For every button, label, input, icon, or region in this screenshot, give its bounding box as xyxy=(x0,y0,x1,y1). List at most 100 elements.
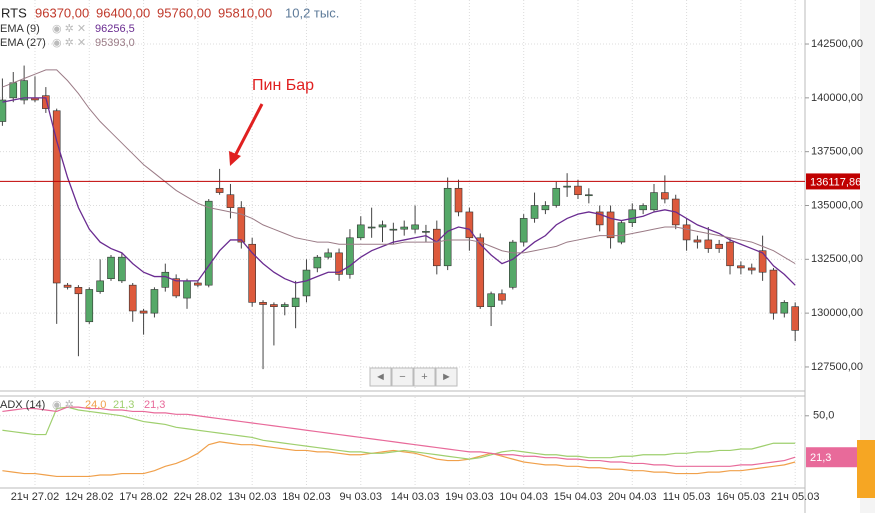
nav-button-label[interactable]: − xyxy=(399,371,405,383)
y-tick-label: 135000,00 xyxy=(811,199,863,211)
legend-value: 95393,0 xyxy=(95,37,135,49)
candle-body xyxy=(259,302,267,305)
candle-body xyxy=(378,224,387,228)
value-box-cut xyxy=(857,440,875,498)
candle-body xyxy=(661,192,669,200)
header-value: 96400,00 xyxy=(96,5,150,20)
candle-body xyxy=(541,205,550,211)
y-tick-label: 130000,00 xyxy=(811,307,863,319)
candle-body xyxy=(758,250,767,273)
legend-icons[interactable]: ◉ ✲ ✕ xyxy=(52,37,86,49)
candle-body xyxy=(530,205,539,219)
candle-body xyxy=(237,207,246,243)
ema-line xyxy=(2,69,796,265)
nav-button-label[interactable]: + xyxy=(421,371,427,383)
arrow-head xyxy=(229,151,241,166)
candle-body xyxy=(574,185,582,196)
header-value: 95810,00 xyxy=(218,5,272,20)
ema-line xyxy=(2,97,796,286)
candle-body xyxy=(726,241,734,267)
legend-icons[interactable]: ◉ ✲ ✕ xyxy=(52,23,86,35)
candle-body xyxy=(509,241,517,288)
candle-body xyxy=(42,95,50,109)
arrow xyxy=(229,103,264,166)
nav-button[interactable] xyxy=(413,367,436,387)
plot xyxy=(0,0,805,488)
x-tick-label: 21ч 27.02 xyxy=(11,491,60,503)
value-box-label: 21,3 xyxy=(810,452,831,464)
y-tick-label: 50,0 xyxy=(813,410,834,422)
nav-button[interactable] xyxy=(369,367,392,387)
x-tick-label: 18ч 02.03 xyxy=(282,491,331,503)
candle-body xyxy=(183,280,191,299)
x-tick-label: 15ч 04.03 xyxy=(554,491,603,503)
candle-body xyxy=(291,297,300,307)
candle-body xyxy=(118,256,126,282)
candle-body xyxy=(693,239,702,243)
legend-value: 21,3 xyxy=(144,399,165,411)
candle-body xyxy=(74,287,83,295)
candle-body xyxy=(747,267,756,271)
candle-body xyxy=(204,200,213,286)
candle-body xyxy=(313,256,322,269)
candle-body xyxy=(769,269,778,314)
candle-body xyxy=(400,226,409,230)
indicator-title: ADX (14) xyxy=(0,399,45,411)
x-tick-label: 22ч 28.02 xyxy=(174,491,223,503)
y-tick-label: 140000,00 xyxy=(811,92,863,104)
candle-body xyxy=(270,304,278,307)
candle-body xyxy=(346,237,354,275)
candle-body xyxy=(606,211,615,239)
x-tick-label: 9ч 03.03 xyxy=(340,491,382,503)
x-tick-label: 16ч 05.03 xyxy=(717,491,766,503)
side-panel xyxy=(860,0,875,513)
candle-body xyxy=(454,187,463,213)
candle-body xyxy=(52,110,61,284)
legend-icons[interactable]: ◉ ✲ xyxy=(52,399,74,411)
x-tick-label: 12ч 28.02 xyxy=(65,491,114,503)
candle-body xyxy=(432,228,441,267)
candle-body xyxy=(139,310,148,314)
candle-body xyxy=(128,284,137,312)
candle-body xyxy=(172,278,180,297)
candle-body xyxy=(161,271,170,288)
nav-button[interactable] xyxy=(435,367,458,387)
x-tick-label: 17ч 28.02 xyxy=(119,491,168,503)
legend-name: EMA (27) xyxy=(0,37,46,49)
legend-value: 24,0 xyxy=(85,399,106,411)
candle-body xyxy=(0,99,7,122)
candle-body xyxy=(96,280,104,292)
x-tick-label: 19ч 03.03 xyxy=(445,491,494,503)
x-tick-label: 13ч 02.03 xyxy=(228,491,277,503)
candle-body xyxy=(9,82,18,99)
candle-body xyxy=(20,80,28,101)
legend-value: 21,3 xyxy=(113,399,134,411)
nav[interactable]: ◄ − + ► xyxy=(369,367,458,387)
candle-body xyxy=(367,226,376,229)
candle-body xyxy=(628,209,637,224)
candle-body xyxy=(194,282,202,286)
x-tick-label: 21ч 05.03 xyxy=(771,491,820,503)
x-tick-label: 20ч 04.03 xyxy=(608,491,657,503)
candle-body xyxy=(650,192,658,211)
candle-body xyxy=(302,269,311,297)
nav-button-label[interactable]: ► xyxy=(441,371,452,383)
nav-button-label[interactable]: ◄ xyxy=(375,371,386,383)
header-volume: 10,2 тыс. xyxy=(285,5,339,20)
annotation: Пин Бар xyxy=(252,77,314,94)
candle-body xyxy=(552,187,561,206)
candle-body xyxy=(639,205,647,211)
candle-body xyxy=(519,218,528,243)
candle-body xyxy=(704,239,713,249)
indicator-line xyxy=(2,406,796,460)
y-tick-label: 137500,00 xyxy=(811,146,863,158)
header-value: 96370,00 xyxy=(35,5,89,20)
candle-body xyxy=(280,304,289,307)
nav-button[interactable] xyxy=(391,367,414,387)
y-tick-label: 132500,00 xyxy=(811,253,863,265)
y-tick-label: 127500,00 xyxy=(811,361,863,373)
candle-body xyxy=(422,231,430,233)
candle-body xyxy=(563,185,571,188)
candle-body xyxy=(443,187,452,267)
